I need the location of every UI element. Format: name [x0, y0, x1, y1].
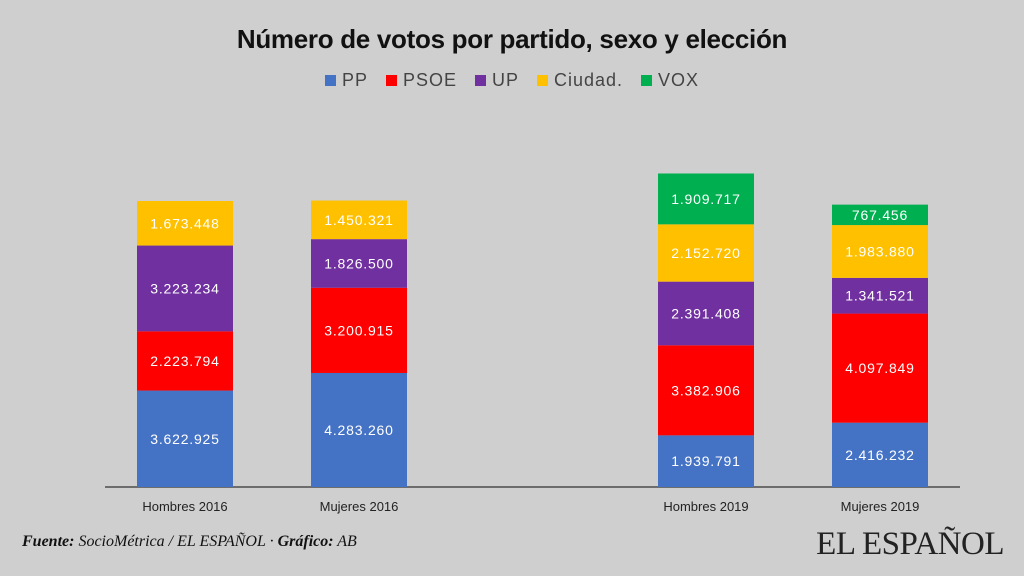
x-tick-label: Hombres 2016 [142, 499, 227, 514]
bar-segment-ciudad [832, 225, 928, 278]
brand-logo: EL ESPAÑOL [816, 526, 1004, 562]
source-credit: Fuente: SocioMétrica / EL ESPAÑOL · Gráf… [22, 533, 357, 551]
data-label: 3.200.915 [324, 322, 393, 338]
bar-segment-pp [658, 435, 754, 487]
legend-swatch [474, 75, 486, 86]
data-label: 1.450.321 [324, 212, 393, 228]
legend-item-ciudad: Ciudad. [537, 70, 623, 91]
legend-swatch [537, 75, 548, 86]
data-label: 2.152.720 [671, 245, 740, 261]
data-label: 4.283.260 [324, 422, 393, 438]
bar-segment-psoe [137, 331, 233, 391]
bar-segment-up [311, 239, 407, 288]
data-label: 2.223.794 [150, 353, 219, 369]
data-label: 767.456 [852, 207, 908, 223]
graphic-label: Gráfico: [277, 533, 334, 550]
x-tick-label: Hombres 2019 [663, 499, 748, 514]
bar-segment-ciudad [311, 200, 407, 240]
legend-label: Ciudad. [554, 70, 624, 90]
data-label: 1.673.448 [150, 215, 219, 231]
bar-segment-pp [311, 372, 407, 487]
legend-label: PSOE [402, 70, 457, 90]
legend-label: VOX [658, 70, 700, 90]
data-label: 4.097.849 [845, 360, 914, 376]
data-label: 1.909.717 [671, 191, 740, 207]
bar-segment-pp [832, 422, 928, 487]
graphic-text: AB [337, 533, 357, 550]
bar-segment-up [658, 281, 754, 346]
legend-item-psoe: PSOE [385, 70, 457, 91]
bar-segment-up [137, 245, 233, 332]
bar-segment-psoe [832, 313, 928, 423]
bar-segment-ciudad [658, 224, 754, 282]
chart-title: Número de votos por partido, sexo y elec… [236, 24, 788, 54]
bar-segment-pp [137, 390, 233, 487]
legend-item-up: UP [474, 70, 519, 91]
data-label: 3.622.925 [150, 431, 219, 447]
data-label: 1.939.791 [671, 453, 740, 469]
bar-segment-psoe [658, 345, 754, 436]
data-label: 1.983.880 [845, 243, 914, 259]
legend-label: UP [491, 70, 519, 90]
legend-item-pp: PP [324, 70, 368, 91]
data-label: 1.341.521 [845, 288, 914, 304]
legend-swatch [324, 75, 336, 86]
bar-segment-vox [658, 173, 754, 225]
data-label: 2.416.232 [845, 447, 914, 463]
x-tick-label: Mujeres 2016 [320, 499, 399, 514]
legend: PP PSOE UP Ciudad. VOX [0, 70, 1024, 91]
data-label: 3.223.234 [150, 280, 219, 296]
bar-segment-ciudad [137, 201, 233, 246]
source-label: Fuente: [22, 533, 75, 550]
legend-swatch [641, 75, 653, 86]
legend-label: PP [341, 70, 368, 90]
data-label: 2.391.408 [671, 305, 740, 321]
data-label: 1.826.500 [324, 255, 393, 271]
source-text: SocioMétrica / EL ESPAÑOL · [78, 533, 274, 550]
bar-segment-vox [832, 204, 928, 226]
bar-segment-up [832, 277, 928, 314]
legend-swatch [385, 75, 397, 86]
x-tick-label: Mujeres 2019 [841, 499, 920, 514]
legend-item-vox: VOX [641, 70, 699, 91]
data-label: 3.382.906 [671, 382, 740, 398]
bar-segment-psoe [311, 287, 407, 373]
